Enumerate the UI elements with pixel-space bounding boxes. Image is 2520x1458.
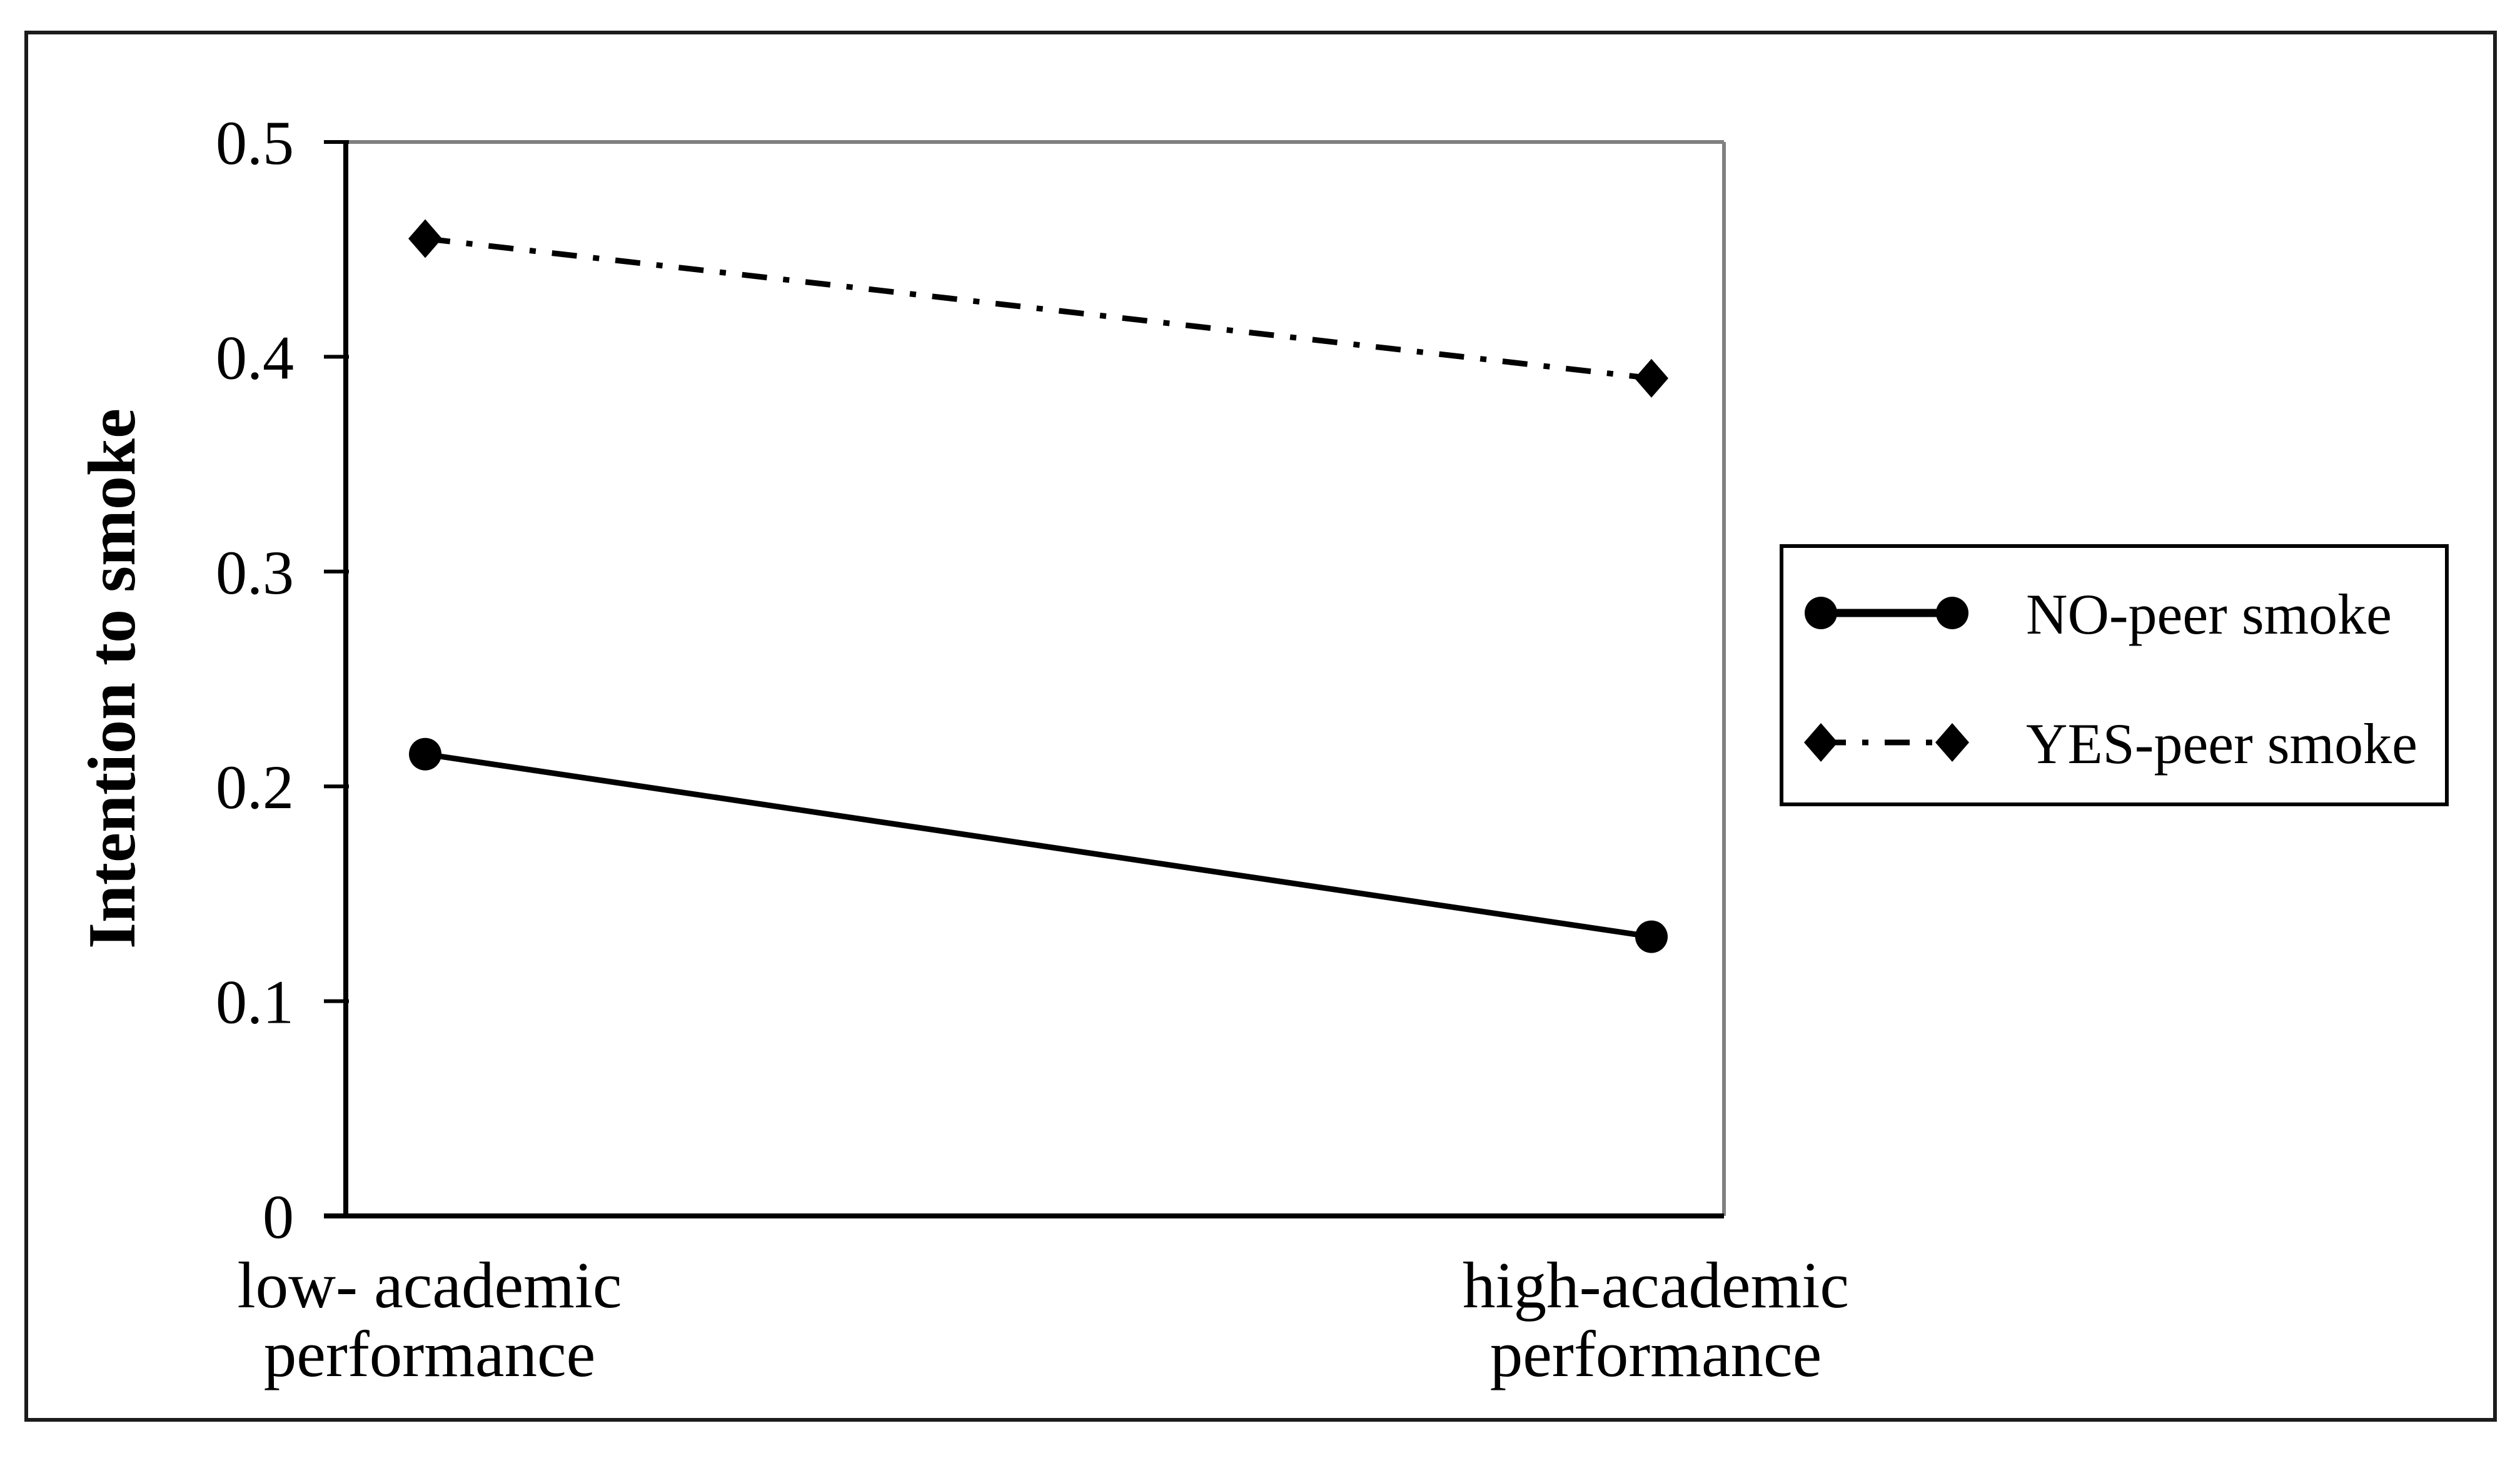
series-line-dashdot xyxy=(425,236,1652,382)
y-tick-label: 0.4 xyxy=(216,323,294,392)
data-point-marker-circle xyxy=(409,737,441,771)
y-tick-label: 0.1 xyxy=(216,968,294,1037)
y-axis-title: Intention to smoke xyxy=(75,408,149,949)
y-tick-label: 0.2 xyxy=(216,752,294,822)
legend-items: NO-peer smoke YES-peer smoke xyxy=(1804,582,2417,776)
y-tick-label: 0 xyxy=(263,1182,294,1252)
y-tick-label: 0.5 xyxy=(216,108,294,178)
y-axis-tick-labels: 0 0.1 0.2 0.3 0.4 0.5 xyxy=(216,108,294,1252)
data-point-marker-diamond xyxy=(1635,358,1668,398)
series-layer xyxy=(408,219,1668,953)
data-point-marker-circle xyxy=(1635,920,1668,953)
legend-marker-circle xyxy=(1805,597,1837,629)
x-category-label: low- academic performance xyxy=(237,1248,622,1390)
figure-border xyxy=(24,31,2497,1422)
series-line-solid xyxy=(425,751,1652,940)
x-axis-category-labels: low- academic performance high-academic per… xyxy=(237,1248,1849,1390)
x-category-label: high-academic performance xyxy=(1463,1248,1849,1390)
legend: NO-peer smoke YES-peer smoke xyxy=(1780,544,2449,806)
y-tick-label: 0.3 xyxy=(216,538,294,607)
legend-item-label: YES-peer smoke xyxy=(2026,712,2417,776)
legend-marker-diamond xyxy=(1935,723,1969,762)
legend-marker-circle xyxy=(1936,597,1968,629)
legend-item-label: NO-peer smoke xyxy=(2026,582,2392,646)
data-point-marker-diamond xyxy=(408,219,442,258)
legend-box xyxy=(1780,544,2449,806)
y-axis-ticks xyxy=(324,140,349,1218)
legend-marker-diamond xyxy=(1804,723,1838,762)
